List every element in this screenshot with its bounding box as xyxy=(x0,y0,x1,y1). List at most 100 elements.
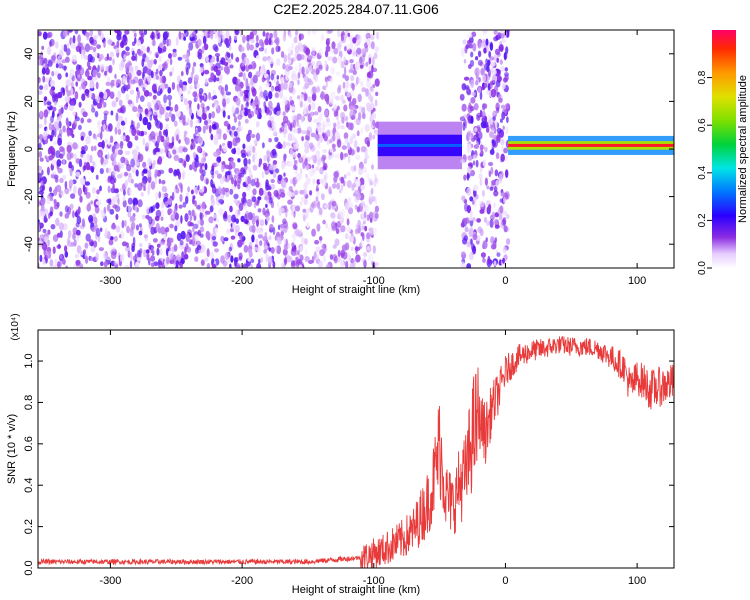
spectrogram-cell xyxy=(89,45,94,51)
spectrogram-cell xyxy=(47,229,51,235)
spectrogram-cell xyxy=(226,171,231,176)
spectrogram-cell xyxy=(97,30,102,36)
spectrogram-cell xyxy=(55,217,60,226)
spectrogram-cell xyxy=(304,158,308,166)
spectrogram-cell xyxy=(356,146,360,153)
spectrogram-y-label: Frequency (Hz) xyxy=(6,111,18,187)
spectrogram-cell xyxy=(186,103,190,111)
spectrogram-cell xyxy=(199,233,204,238)
spectrogram-cell xyxy=(250,133,256,139)
spectrogram-cell xyxy=(499,198,504,203)
spectrogram-cell xyxy=(333,122,337,128)
spectrogram-cell xyxy=(220,255,225,264)
spectrogram-cell xyxy=(466,263,472,268)
spectrogram-cell xyxy=(98,247,104,252)
colorbar-tick-label: 0.2 xyxy=(697,213,708,227)
spectrogram-cell xyxy=(203,69,210,75)
spectrogram-cell xyxy=(293,164,297,170)
spectrogram-cell xyxy=(327,227,331,233)
spectrogram-cell xyxy=(91,104,95,109)
spectrogram-cell xyxy=(103,250,108,260)
spectrogram-cell xyxy=(354,189,360,198)
spectrogram-cell xyxy=(216,55,220,63)
spectrogram-cell xyxy=(165,136,170,143)
spectrogram-cell xyxy=(94,51,98,58)
spectrogram-cell xyxy=(477,226,483,233)
spectrogram-cell xyxy=(193,74,200,82)
spectrogram-cell xyxy=(489,131,495,139)
spectrogram-cell xyxy=(120,125,126,131)
spectrogram-cell xyxy=(466,87,470,94)
spectrogram-cell xyxy=(124,117,128,124)
spectrogram-cell xyxy=(163,139,167,147)
spectrogram-cell xyxy=(369,33,375,41)
spectrogram-cell xyxy=(494,169,499,177)
spectrogram-cell xyxy=(57,243,61,250)
spectrogram-cell xyxy=(122,199,127,208)
spectrogram-cell xyxy=(135,261,140,267)
spectrogram-cell xyxy=(257,243,261,253)
spectrogram-cell xyxy=(459,116,465,122)
spectrogram-cell xyxy=(148,206,154,214)
spectrogram-cell xyxy=(279,89,284,99)
spectrogram-cell xyxy=(45,67,50,75)
spectrogram-cell xyxy=(98,152,102,157)
spectrogram-cell xyxy=(113,157,116,166)
spectrogram-cell xyxy=(337,55,342,62)
spectrogram-cell xyxy=(39,234,45,240)
spectrogram-cell xyxy=(479,144,484,151)
spectrogram-cell xyxy=(282,96,288,106)
spectrogram-cell xyxy=(89,79,95,89)
spectrogram-cell xyxy=(292,119,296,129)
spectrogram-cell xyxy=(113,235,118,242)
spectrogram-cell xyxy=(49,196,54,202)
spectrogram-cell xyxy=(109,135,114,144)
spectrogram-cell xyxy=(38,172,43,182)
spectrogram-cell xyxy=(493,30,498,36)
spectrogram-cell xyxy=(223,213,228,222)
spectrogram-cell xyxy=(63,44,68,52)
spectrogram-cell xyxy=(254,95,259,104)
spectrogram-cell xyxy=(224,187,229,193)
spectrogram-cell xyxy=(344,115,349,122)
spectrogram-cell xyxy=(208,77,214,83)
spectrogram-cell xyxy=(486,80,489,85)
spectrogram-cell xyxy=(74,91,79,100)
spectrogram-cell xyxy=(137,50,144,57)
spectrogram-cell xyxy=(311,61,316,66)
spectrogram-cell xyxy=(151,138,157,144)
spectrogram-cell xyxy=(104,70,108,76)
spectrogram-cell xyxy=(506,238,511,245)
spectrogram-cell xyxy=(264,232,268,238)
spectrogram-cell xyxy=(470,238,473,245)
spectrogram-cell xyxy=(105,146,108,152)
spectrogram-cell xyxy=(191,209,195,217)
spectrogram-cell xyxy=(298,264,303,268)
snr-multiplier: (x10⁴) xyxy=(10,313,21,340)
spectrogram-cell xyxy=(156,33,159,40)
spectrogram-cell xyxy=(297,79,300,86)
spectrogram-cell xyxy=(250,86,256,93)
spectrogram-cell xyxy=(196,107,202,117)
spectrogram-cell xyxy=(374,262,379,267)
spectrogram-cell xyxy=(333,255,338,264)
spectrogram-cell xyxy=(197,48,203,57)
spectrogram-cell xyxy=(268,247,272,252)
spectrogram-cell xyxy=(71,133,75,138)
spectrogram-cell xyxy=(175,219,181,227)
spectrogram-cell xyxy=(255,227,262,233)
spectrogram-cell xyxy=(159,88,163,95)
spectrogram-cell xyxy=(231,214,237,223)
spectrogram-cell xyxy=(367,71,372,78)
spectrogram-cell xyxy=(114,142,120,150)
spectrogram-cell xyxy=(221,164,225,173)
spectrogram-cell xyxy=(252,74,258,84)
spectrogram-cell xyxy=(305,47,311,56)
spectrogram-cell xyxy=(238,125,243,132)
spectrogram-cell xyxy=(329,254,333,260)
spectrogram-cell xyxy=(284,122,288,131)
spectrogram-cell xyxy=(464,217,470,224)
spectrogram-cell xyxy=(89,30,93,37)
spectrogram-cell xyxy=(274,168,280,174)
